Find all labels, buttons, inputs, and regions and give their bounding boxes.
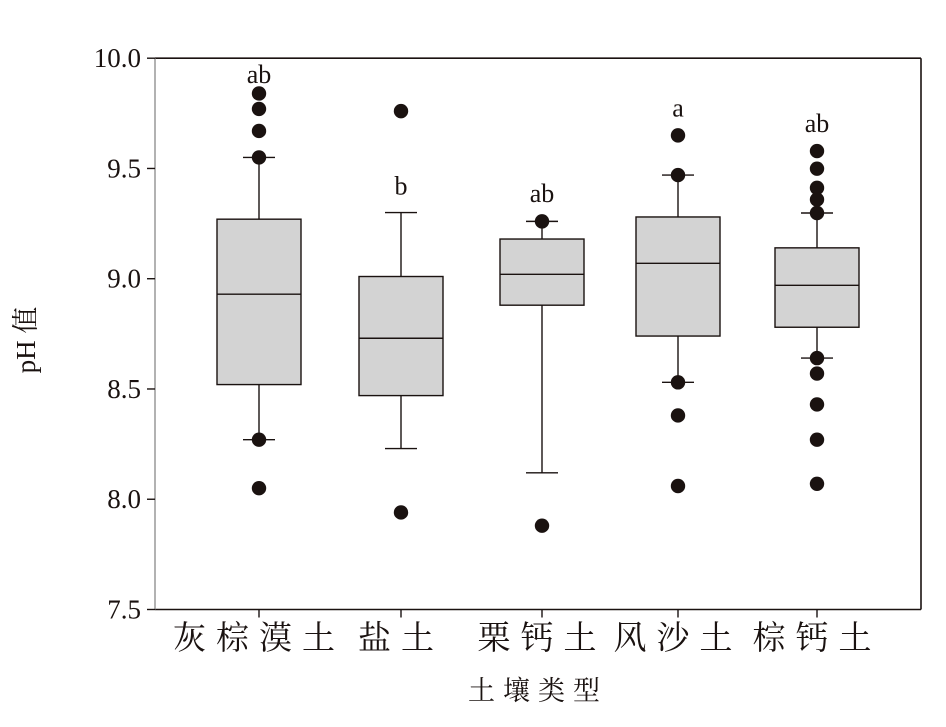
svg-text:7.5: 7.5 bbox=[107, 595, 141, 625]
svg-text:土壤类型: 土壤类型 bbox=[468, 676, 608, 706]
svg-text:ab: ab bbox=[805, 109, 830, 138]
svg-text:棕钙土: 棕钙土 bbox=[753, 620, 882, 657]
svg-text:ab: ab bbox=[247, 60, 272, 89]
svg-text:b: b bbox=[395, 172, 408, 201]
svg-text:ab: ab bbox=[530, 179, 555, 208]
svg-text:盐土: 盐土 bbox=[358, 620, 444, 657]
svg-text:pH 值: pH 值 bbox=[11, 307, 41, 374]
svg-text:9.0: 9.0 bbox=[107, 264, 141, 294]
svg-text:9.5: 9.5 bbox=[107, 153, 141, 183]
svg-text:8.0: 8.0 bbox=[107, 484, 141, 514]
svg-text:栗钙土: 栗钙土 bbox=[478, 620, 607, 657]
svg-text:8.5: 8.5 bbox=[107, 374, 141, 404]
svg-text:10.0: 10.0 bbox=[94, 43, 141, 73]
svg-text:a: a bbox=[672, 94, 684, 123]
svg-text:风沙土: 风沙土 bbox=[614, 620, 743, 657]
svg-text:灰棕漠土: 灰棕漠土 bbox=[173, 620, 345, 657]
